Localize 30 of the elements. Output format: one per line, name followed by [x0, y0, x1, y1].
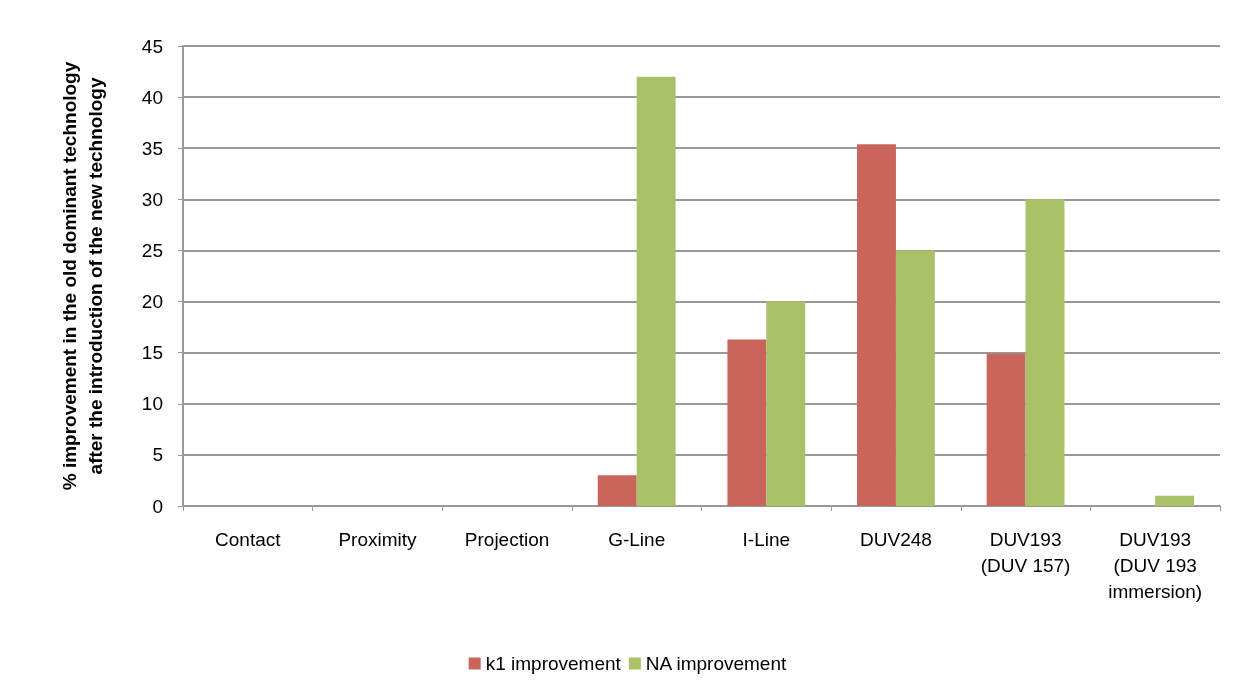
bar	[766, 301, 806, 506]
x-tick-label: G-Line	[608, 528, 666, 550]
bar	[895, 250, 935, 506]
bar	[636, 76, 676, 506]
legend-label: k1 improvement	[485, 653, 622, 674]
x-tick-label: Contact	[215, 528, 282, 550]
x-tick-label: Proximity	[338, 528, 417, 550]
x-tick-label: I-Line	[742, 528, 791, 550]
y-tick-label: 10	[141, 393, 163, 415]
y-tick-label: 45	[141, 35, 163, 57]
bar	[1025, 199, 1065, 506]
y-tick-label: 30	[141, 188, 163, 210]
bar	[857, 144, 896, 506]
x-tick-label: Projection	[464, 528, 550, 550]
y-tick-label: 35	[141, 137, 163, 159]
x-tick-label: DUV193 (DUV 193 immersion)	[1108, 528, 1203, 602]
y-tick-label: 40	[141, 86, 163, 108]
y-tick-label: 15	[141, 342, 163, 364]
bar	[1155, 495, 1195, 506]
y-tick-label: 20	[141, 291, 163, 313]
legend-label: NA improvement	[645, 653, 787, 674]
bar	[986, 353, 1026, 506]
x-tick-label: DUV193 (DUV 157)	[980, 528, 1071, 576]
y-tick-label: 0	[152, 495, 163, 517]
y-tick-label: 25	[141, 239, 163, 261]
y-axis-title: % improvement in the old dominant technology after the introduction of the new technology	[58, 61, 106, 491]
bar	[727, 339, 767, 506]
y-tick-label: 5	[152, 444, 163, 466]
x-tick-label: DUV248	[860, 528, 932, 550]
bar	[597, 475, 637, 506]
